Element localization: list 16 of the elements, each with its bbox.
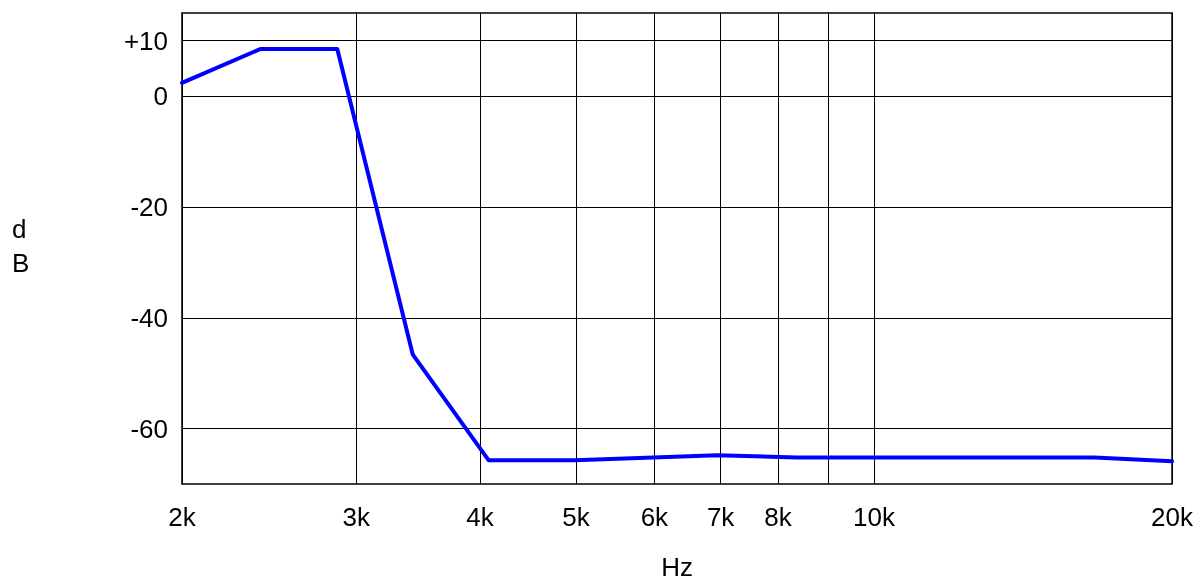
x-tick-label: 10k xyxy=(853,502,896,532)
y-tick-label: -20 xyxy=(130,191,168,222)
x-tick-label: 5k xyxy=(562,502,591,532)
y-tick-label: -60 xyxy=(130,413,168,444)
y-tick-label: -40 xyxy=(130,302,168,333)
x-tick-label: 6k xyxy=(640,502,670,532)
x-tick-label: 4k xyxy=(466,502,495,532)
x-tick-label: 8k xyxy=(764,502,793,532)
x-axis-title: Hz xyxy=(661,552,693,582)
y-tick-label: +10 xyxy=(123,25,168,56)
x-tick-label: 2k xyxy=(168,502,197,532)
y-tick-label: 0 xyxy=(153,81,168,112)
y-axis-title: dB xyxy=(12,214,30,278)
x-tick-label: 7k xyxy=(706,502,736,532)
x-tick-label: 3k xyxy=(342,502,372,532)
x-tick-label: 20k xyxy=(1151,502,1194,532)
